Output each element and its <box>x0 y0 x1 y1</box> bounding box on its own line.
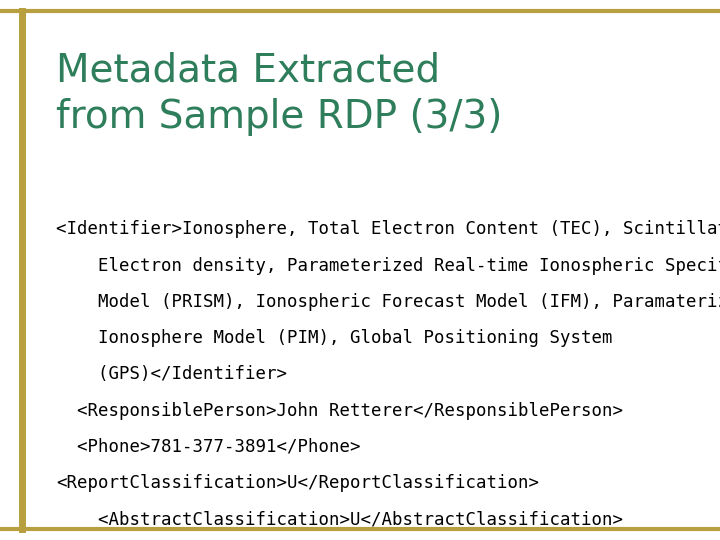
Text: Ionosphere Model (PIM), Global Positioning System: Ionosphere Model (PIM), Global Positioni… <box>56 329 613 347</box>
Text: <AbstractClassification>U</AbstractClassification>: <AbstractClassification>U</AbstractClass… <box>56 510 623 529</box>
Text: <Phone>781-377-3891</Phone>: <Phone>781-377-3891</Phone> <box>56 438 361 456</box>
Text: (GPS)</Identifier>: (GPS)</Identifier> <box>56 366 287 383</box>
Text: Metadata Extracted
from Sample RDP (3/3): Metadata Extracted from Sample RDP (3/3) <box>56 51 503 137</box>
Text: <ReportClassification>U</ReportClassification>: <ReportClassification>U</ReportClassific… <box>56 474 539 492</box>
Text: Electron density, Parameterized Real-time Ionospheric Specification: Electron density, Parameterized Real-tim… <box>56 256 720 274</box>
Text: Model (PRISM), Ionospheric Forecast Model (IFM), Paramaterized: Model (PRISM), Ionospheric Forecast Mode… <box>56 293 720 311</box>
Text: <ResponsiblePerson>John Retterer</ResponsiblePerson>: <ResponsiblePerson>John Retterer</Respon… <box>56 402 623 420</box>
Text: <Identifier>Ionosphere, Total Electron Content (TEC), Scintillation,: <Identifier>Ionosphere, Total Electron C… <box>56 220 720 238</box>
